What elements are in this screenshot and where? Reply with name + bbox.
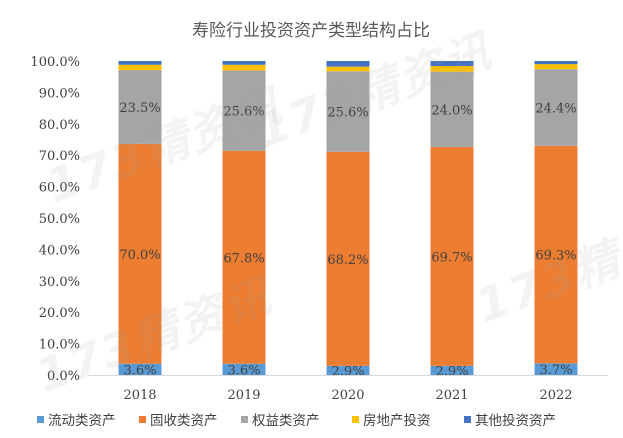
x-axis: 2018 2019 2020 2021 2022 — [88, 375, 608, 403]
x-tick-label: 2022 — [539, 388, 572, 403]
bar-segment — [534, 363, 578, 375]
y-tick-label: 40.0% — [39, 243, 80, 258]
legend-label: 房地产投资 — [363, 413, 431, 429]
data-label: 24.4% — [535, 101, 576, 116]
chart-title: 寿险行业投资资产类型结构占比 — [192, 21, 430, 41]
y-tick-label: 70.0% — [39, 149, 80, 164]
data-label: 2.9% — [331, 364, 364, 379]
data-label: 70.0% — [119, 248, 160, 263]
bar-segment — [326, 66, 370, 72]
bar-segment — [118, 64, 162, 71]
bar-segment — [534, 61, 578, 65]
data-label: 25.6% — [223, 105, 264, 120]
bar-segment — [222, 64, 266, 71]
bar-segment — [534, 64, 578, 70]
y-tick-label: 50.0% — [39, 212, 80, 227]
legend-swatch — [464, 416, 471, 423]
bar-segment — [222, 363, 266, 375]
y-tick-label: 100.0% — [30, 55, 80, 70]
legend-swatch — [37, 416, 44, 423]
data-label: 3.6% — [123, 363, 156, 378]
bar-segment — [534, 145, 578, 364]
data-label: 23.5% — [119, 101, 160, 116]
bar-segment — [430, 71, 474, 148]
data-label: 69.3% — [535, 249, 576, 264]
bar-segment — [430, 147, 474, 366]
legend-swatch — [139, 416, 146, 423]
y-tick-label: 20.0% — [39, 306, 80, 321]
data-label: 69.7% — [431, 250, 472, 265]
bar-segment — [222, 70, 266, 151]
x-tick-label: 2019 — [227, 388, 260, 403]
bar-segment — [430, 66, 474, 72]
bar-segment — [118, 363, 162, 375]
data-label: 3.7% — [539, 363, 572, 378]
bar-segment — [430, 61, 474, 67]
data-label: 3.6% — [227, 363, 260, 378]
bar-segment — [222, 61, 266, 65]
bar-segment — [222, 150, 266, 364]
bar-segment — [326, 71, 370, 152]
data-label: 68.2% — [327, 253, 368, 268]
y-tick-label: 30.0% — [39, 275, 80, 290]
bars: 3.6% 70.0% 23.5% 3.6% 67.8% 25.6% 2.9% 68.2% 25.… — [118, 61, 578, 379]
y-tick-label: 10.0% — [39, 338, 80, 353]
data-label: 2.9% — [435, 364, 468, 379]
legend-swatch — [241, 416, 248, 423]
bar-segment — [118, 61, 162, 65]
legend-label: 固收类资产 — [150, 413, 218, 429]
bar-segment — [430, 365, 474, 375]
legend-label: 其他投资资产 — [475, 413, 556, 429]
legend-swatch — [352, 416, 359, 423]
y-tick-label: 90.0% — [39, 86, 80, 101]
bar-segment — [118, 70, 162, 144]
y-tick-label: 0.0% — [47, 369, 80, 384]
bar-segment — [326, 151, 370, 366]
legend-label: 权益类资产 — [252, 412, 320, 429]
data-label: 67.8% — [223, 251, 264, 266]
x-tick-label: 2018 — [123, 388, 156, 403]
y-tick-label: 60.0% — [39, 181, 80, 196]
data-label: 24.0% — [431, 103, 472, 118]
legend-label: 流动类资产 — [48, 413, 116, 429]
y-axis: 0.0% 10.0% 20.0% 30.0% 40.0% 50.0% 60.0% 70.0% 8… — [30, 55, 80, 384]
legend: 流动类资产 固收类资产 权益类资产 房地产投资 其他投资资产 — [37, 412, 556, 429]
bar-segment — [326, 365, 370, 375]
bar-segment — [326, 61, 370, 67]
x-tick-label: 2021 — [435, 388, 468, 403]
y-tick-label: 80.0% — [39, 118, 80, 133]
bar-segment — [534, 69, 578, 146]
x-tick-label: 2020 — [331, 388, 364, 403]
bar-segment — [118, 143, 162, 364]
data-label: 25.6% — [327, 106, 368, 121]
